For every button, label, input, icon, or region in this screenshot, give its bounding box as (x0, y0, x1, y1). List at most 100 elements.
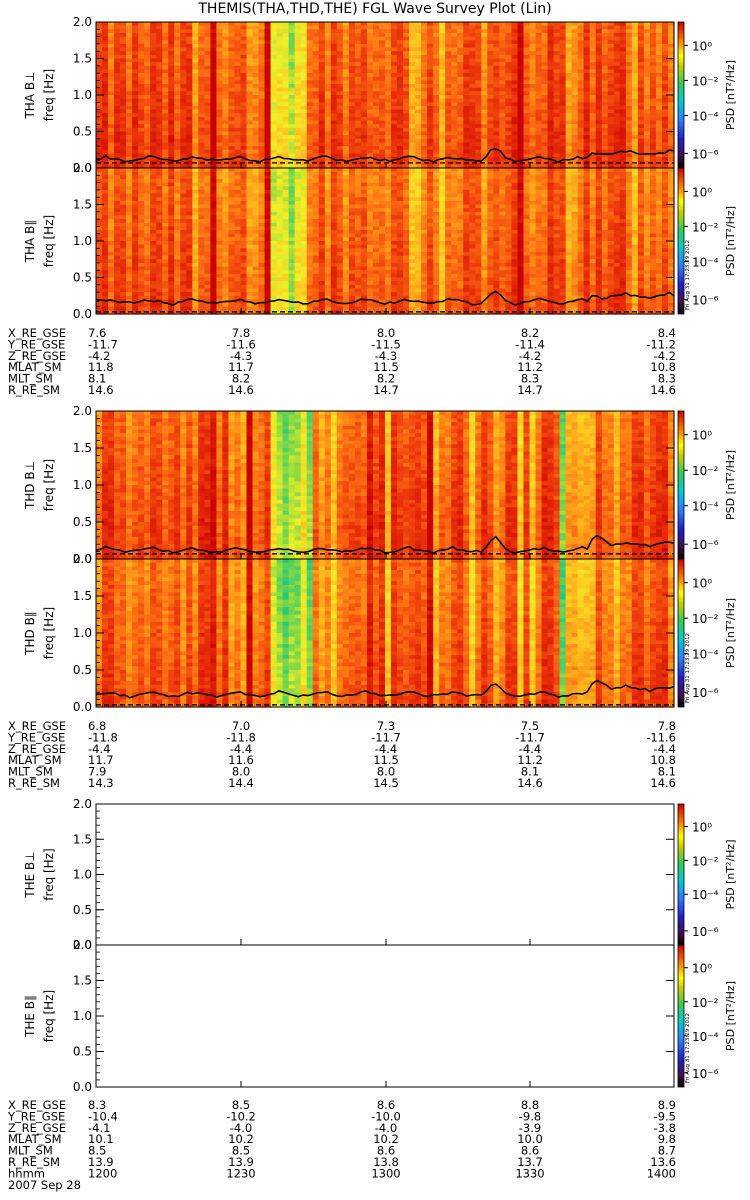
spectrogram-cell (174, 44, 181, 48)
spectrogram-cell (108, 267, 115, 271)
spectrogram-cell (566, 62, 573, 66)
spectrogram-cell (174, 259, 181, 263)
spectrogram-cell (283, 113, 290, 117)
spectrogram-cell (210, 95, 217, 99)
spectrogram-cell (427, 37, 434, 41)
spectrogram-cell (180, 59, 187, 63)
spectrogram-cell (427, 142, 434, 146)
spectrogram-cell (548, 51, 555, 55)
spectrogram-cell (108, 77, 115, 81)
spectrogram-cell (373, 55, 380, 59)
spectrogram-cell (463, 135, 470, 139)
spectrogram-cell (373, 150, 380, 154)
spectrogram-cell (325, 124, 332, 128)
spectrogram-cell (241, 226, 248, 230)
spectrogram-cell (403, 77, 410, 81)
spectrogram-cell (277, 95, 284, 99)
spectrogram-cell (349, 33, 356, 37)
spectrogram-cell (566, 146, 573, 150)
spectrogram-cell (517, 80, 524, 84)
spectrogram-cell (259, 62, 266, 66)
spectrogram-cell (626, 110, 633, 114)
spectrogram-cell (505, 102, 512, 106)
spectrogram-cell (331, 135, 338, 139)
spectrogram-cell (204, 55, 211, 59)
spectrogram-cell (271, 37, 278, 41)
spectrogram-cell (144, 124, 151, 128)
spectrogram-cell (210, 128, 217, 132)
spectrogram-cell (590, 88, 597, 92)
spectrogram-cell (644, 146, 651, 150)
spectrogram-cell (638, 26, 645, 30)
spectrogram-cell (620, 99, 627, 103)
spectrogram-cell (180, 77, 187, 81)
spectrogram-cell (427, 40, 434, 44)
spectrogram-cell (108, 186, 115, 190)
spectrogram-cell (192, 248, 199, 252)
spectrogram-cell (415, 37, 422, 41)
spectrogram-cell (560, 95, 567, 99)
spectrogram-cell (253, 252, 260, 256)
spectrogram-cell (241, 102, 248, 106)
spectrogram-cell (247, 99, 254, 103)
spectrogram-cell (397, 139, 404, 143)
spectrogram-cell (566, 48, 573, 52)
spectrogram-cell (259, 263, 266, 267)
spectrogram-cell (271, 121, 278, 125)
spectrogram-cell (150, 186, 157, 190)
spectrogram-cell (126, 186, 133, 190)
spectrogram-cell (120, 212, 127, 216)
spectrogram-cell (632, 102, 639, 106)
spectrogram-cell (150, 77, 157, 81)
spectrogram-cell (234, 48, 241, 52)
spectrogram-cell (234, 95, 241, 99)
spectrogram-cell (385, 142, 392, 146)
spectrogram-cell (463, 73, 470, 77)
spectrogram-cell (379, 135, 386, 139)
spectrogram-cell (162, 95, 169, 99)
spectrogram-cell (210, 139, 217, 143)
spectrogram-cell (590, 113, 597, 117)
spectrogram-cell (241, 237, 248, 241)
spectrogram-cell (150, 285, 157, 289)
spectrogram-cell (584, 121, 591, 125)
spectrogram-cell (644, 22, 651, 26)
spectrogram-cell (138, 237, 145, 241)
spectrogram-cell (475, 150, 482, 154)
spectrogram-cell (397, 26, 404, 30)
spectrogram-cell (662, 51, 669, 55)
spectrogram-cell (505, 150, 512, 154)
spectrogram-cell (590, 66, 597, 70)
spectrogram-cell (457, 33, 464, 37)
spectrogram-cell (626, 66, 633, 70)
spectrogram-cell (530, 29, 537, 33)
spectrogram-cell (644, 117, 651, 121)
spectrogram-cell (138, 215, 145, 219)
spectrogram-cell (241, 37, 248, 41)
spectrogram-cell (234, 201, 241, 205)
spectrogram-cell (391, 51, 398, 55)
spectrogram-cell (138, 66, 145, 70)
spectrogram-cell (138, 303, 145, 307)
spectrogram-cell (132, 124, 139, 128)
spectrogram-cell (222, 99, 229, 103)
spectrogram-cell (144, 230, 151, 234)
spectrogram-cell (259, 194, 266, 198)
spectrogram-cell (222, 37, 229, 41)
spectrogram-cell (114, 219, 121, 223)
spectrogram-cell (247, 234, 254, 238)
spectrogram-cell (234, 66, 241, 70)
spectrogram-cell (108, 80, 115, 84)
spectrogram-cell (536, 33, 543, 37)
spectrogram-cell (379, 132, 386, 136)
spectrogram-cell (162, 48, 169, 52)
spectrogram-cell (210, 237, 217, 241)
spectrogram-cell (234, 208, 241, 212)
spectrogram-cell (259, 44, 266, 48)
spectrogram-cell (307, 69, 314, 73)
spectrogram-cell (463, 29, 470, 33)
spectrogram-cell (560, 66, 567, 70)
spectrogram-cell (355, 66, 362, 70)
spectrogram-cell (120, 215, 127, 219)
spectrogram-cell (536, 91, 543, 95)
